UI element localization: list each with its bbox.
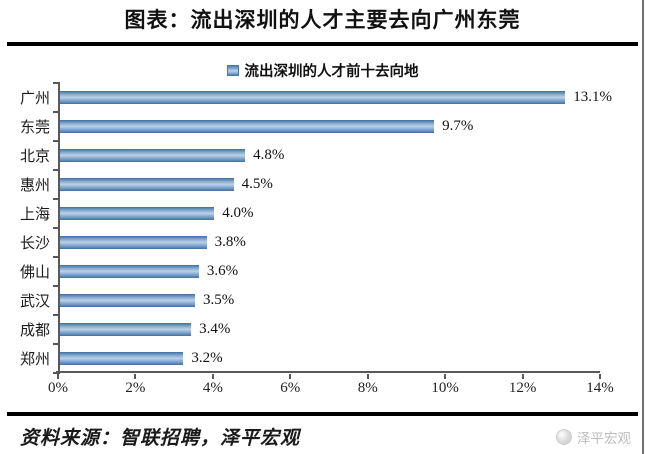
bar-row: 长沙 3.8% bbox=[20, 228, 600, 257]
category-label: 广州 bbox=[19, 91, 50, 107]
bar-chart: 广州 13.1% 东莞 9.7% 北京 4.8% 惠州 4.5% 上海 4.0% 长沙 3.8% 佛山 3… bbox=[20, 82, 614, 400]
x-axis-tick bbox=[599, 374, 601, 379]
bar bbox=[60, 236, 207, 249]
bar-row: 东莞 9.7% bbox=[20, 112, 600, 141]
x-axis bbox=[56, 371, 600, 374]
watermark: 泽平宏观 bbox=[556, 427, 631, 447]
bar bbox=[60, 120, 435, 133]
x-axis-tick-label: 4% bbox=[202, 380, 223, 396]
category-label: 长沙 bbox=[19, 236, 50, 252]
x-axis-tick bbox=[366, 374, 369, 379]
y-axis-tick bbox=[53, 140, 60, 142]
bar-row: 郑州 3.2% bbox=[20, 344, 600, 373]
bar-row: 佛山 3.6% bbox=[20, 257, 600, 286]
y-axis-tick bbox=[53, 198, 60, 200]
footer: 资料来源：智联招聘，泽平宏观 泽平宏观 bbox=[20, 423, 631, 450]
bar bbox=[60, 149, 246, 162]
bar-row: 北京 4.8% bbox=[20, 141, 600, 170]
value-label: 3.8% bbox=[214, 234, 246, 250]
y-axis-tick bbox=[53, 256, 60, 258]
category-label: 东莞 bbox=[19, 120, 50, 136]
y-axis-tick bbox=[53, 343, 60, 345]
x-axis-tick bbox=[134, 374, 137, 379]
value-label: 3.4% bbox=[199, 321, 231, 337]
x-axis-ticks: 0% 2% 4% 6% 8% 10% 12% 14% bbox=[48, 374, 614, 400]
category-label: 佛山 bbox=[19, 265, 50, 281]
category-label: 成都 bbox=[19, 323, 50, 339]
x-axis-tick-label: 8% bbox=[357, 380, 378, 396]
value-label: 13.1% bbox=[573, 89, 613, 105]
bar-row: 惠州 4.5% bbox=[20, 170, 600, 199]
x-axis-tick-label: 6% bbox=[280, 380, 301, 396]
y-axis-tick bbox=[53, 372, 60, 374]
value-label: 4.0% bbox=[222, 205, 254, 221]
plot-area: 广州 13.1% 东莞 9.7% 北京 4.8% 惠州 4.5% 上海 4.0% 长沙 3.8% 佛山 3… bbox=[20, 82, 612, 374]
value-label: 3.5% bbox=[203, 292, 235, 308]
category-label: 惠州 bbox=[19, 178, 50, 194]
bar bbox=[60, 207, 215, 220]
watermark-label: 泽平宏观 bbox=[577, 430, 631, 446]
legend-swatch-icon bbox=[226, 65, 239, 76]
page-title: 图表：流出深圳的人才主要去向广州东莞 bbox=[124, 8, 521, 32]
footer-divider bbox=[7, 412, 638, 416]
value-label: 3.6% bbox=[206, 263, 239, 279]
x-axis-tick bbox=[57, 374, 59, 379]
value-label: 3.2% bbox=[191, 350, 223, 366]
bar bbox=[60, 352, 184, 365]
value-label: 4.5% bbox=[241, 176, 273, 192]
bar-row: 广州 13.1% bbox=[20, 83, 612, 112]
x-axis-line bbox=[56, 371, 600, 373]
title-divider bbox=[7, 42, 638, 46]
zeping-logo-icon bbox=[556, 428, 572, 445]
y-axis-tick bbox=[53, 111, 60, 113]
bar-row: 成都 3.4% bbox=[20, 315, 600, 344]
x-axis-tick-label: 14% bbox=[586, 380, 614, 396]
category-label: 北京 bbox=[19, 149, 50, 165]
y-axis-tick bbox=[53, 314, 60, 316]
bar bbox=[60, 178, 234, 191]
bar bbox=[60, 265, 199, 278]
bar bbox=[60, 294, 195, 307]
y-axis-tick bbox=[53, 227, 60, 229]
x-axis-tick bbox=[521, 374, 524, 379]
value-label: 9.7% bbox=[442, 118, 474, 134]
source-note: 资料来源：智联招聘，泽平宏观 bbox=[20, 428, 301, 449]
page-edge-line bbox=[642, 0, 644, 454]
category-label: 武汉 bbox=[19, 294, 50, 310]
y-axis-tick bbox=[53, 169, 60, 171]
chart-legend: 流出深圳的人才前十去向地 bbox=[0, 60, 645, 81]
x-axis-tick bbox=[444, 374, 447, 379]
x-axis-tick-label: 2% bbox=[125, 380, 146, 396]
value-label: 4.8% bbox=[253, 147, 285, 163]
x-axis-tick bbox=[211, 374, 214, 379]
x-axis-tick bbox=[289, 374, 292, 379]
x-axis-tick-label: 10% bbox=[431, 380, 459, 396]
bar bbox=[60, 91, 566, 104]
y-axis-tick bbox=[53, 82, 60, 84]
x-axis-tick-label: 0% bbox=[48, 380, 68, 396]
x-axis-tick-label: 12% bbox=[508, 380, 537, 396]
y-axis-tick bbox=[53, 285, 60, 287]
category-label: 郑州 bbox=[19, 352, 50, 368]
bar-row: 上海 4.0% bbox=[20, 199, 600, 228]
bar bbox=[60, 323, 192, 336]
category-label: 上海 bbox=[19, 207, 50, 223]
bar-row: 武汉 3.5% bbox=[20, 286, 600, 315]
legend-label: 流出深圳的人才前十去向地 bbox=[244, 64, 419, 80]
